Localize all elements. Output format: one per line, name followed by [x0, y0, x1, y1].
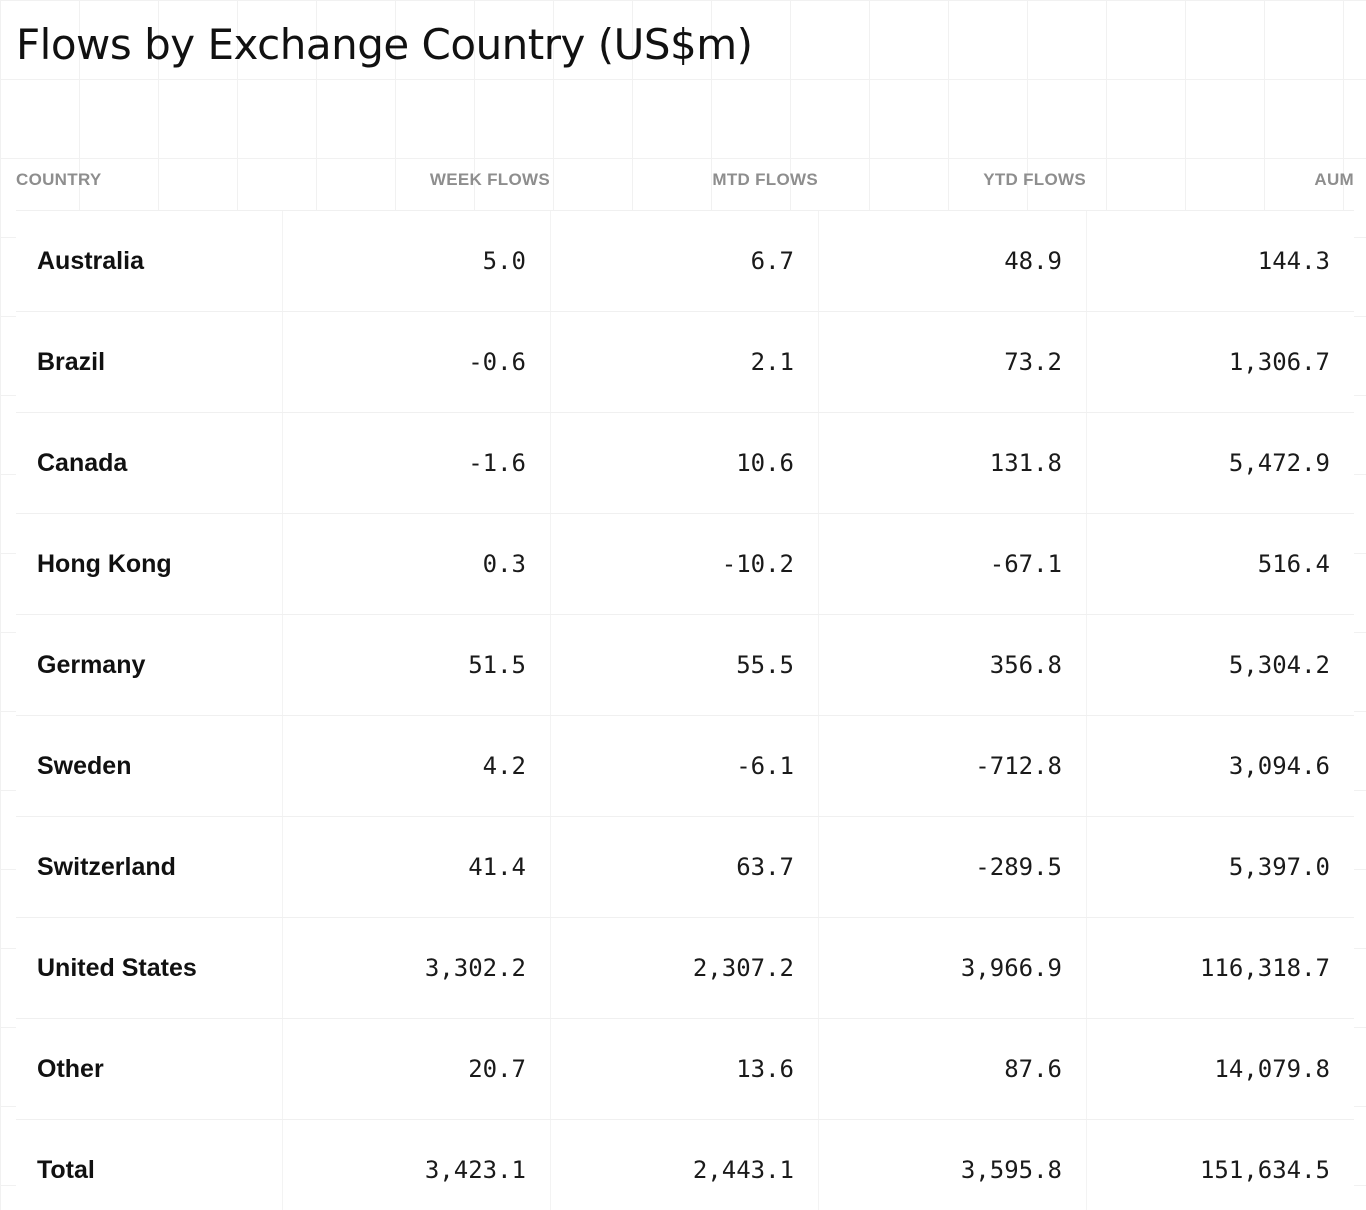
week-flows-cell: -0.6 — [282, 312, 550, 412]
week-flows-cell: 3,302.2 — [282, 918, 550, 1018]
week-flows-cell: 41.4 — [282, 817, 550, 917]
ytd-flows-cell: 48.9 — [818, 211, 1086, 311]
week-flows-cell: 51.5 — [282, 615, 550, 715]
column-header-mtd-flows: MTD FLOWS — [712, 170, 818, 189]
table-row: Other 20.7 13.6 87.6 14,079.8 — [16, 1018, 1354, 1119]
mtd-flows-cell: 2.1 — [550, 312, 818, 412]
country-cell: Total — [37, 1155, 95, 1184]
aum-cell: 5,397.0 — [1086, 817, 1354, 917]
ytd-flows-cell: 356.8 — [818, 615, 1086, 715]
week-flows-cell: 3,423.1 — [282, 1120, 550, 1210]
table-row: Germany 51.5 55.5 356.8 5,304.2 — [16, 614, 1354, 715]
country-cell: Hong Kong — [37, 549, 172, 578]
column-header-ytd-flows: YTD FLOWS — [983, 170, 1086, 189]
country-cell: United States — [37, 953, 197, 982]
mtd-flows-cell: -10.2 — [550, 514, 818, 614]
country-cell: Australia — [37, 246, 144, 275]
ytd-flows-cell: 73.2 — [818, 312, 1086, 412]
aum-cell: 151,634.5 — [1086, 1120, 1354, 1210]
mtd-flows-cell: 6.7 — [550, 211, 818, 311]
page-title: Flows by Exchange Country (US$m) — [16, 20, 753, 69]
table-row-total: Total 3,423.1 2,443.1 3,595.8 151,634.5 — [16, 1119, 1354, 1210]
aum-cell: 5,472.9 — [1086, 413, 1354, 513]
ytd-flows-cell: 131.8 — [818, 413, 1086, 513]
ytd-flows-cell: 3,595.8 — [818, 1120, 1086, 1210]
week-flows-cell: 0.3 — [282, 514, 550, 614]
column-header-week-flows: WEEK FLOWS — [429, 170, 550, 189]
mtd-flows-cell: 2,307.2 — [550, 918, 818, 1018]
country-cell: Canada — [37, 448, 128, 477]
country-cell: Sweden — [37, 751, 132, 780]
table-row: Switzerland 41.4 63.7 -289.5 5,397.0 — [16, 816, 1354, 917]
country-cell: Brazil — [37, 347, 106, 376]
table-row: Hong Kong 0.3 -10.2 -67.1 516.4 — [16, 513, 1354, 614]
table-header: COUNTRY WEEK FLOWS MTD FLOWS YTD FLOWS A… — [16, 150, 1354, 210]
table-row: Australia 5.0 6.7 48.9 144.3 — [16, 210, 1354, 311]
aum-cell: 1,306.7 — [1086, 312, 1354, 412]
ytd-flows-cell: 3,966.9 — [818, 918, 1086, 1018]
mtd-flows-cell: 2,443.1 — [550, 1120, 818, 1210]
aum-cell: 5,304.2 — [1086, 615, 1354, 715]
column-header-aum: AUM — [1314, 170, 1354, 189]
table-body: Australia 5.0 6.7 48.9 144.3 Brazil -0.6… — [16, 210, 1354, 1210]
aum-cell: 14,079.8 — [1086, 1019, 1354, 1119]
aum-cell: 116,318.7 — [1086, 918, 1354, 1018]
mtd-flows-cell: 63.7 — [550, 817, 818, 917]
mtd-flows-cell: 10.6 — [550, 413, 818, 513]
table-row: Sweden 4.2 -6.1 -712.8 3,094.6 — [16, 715, 1354, 816]
week-flows-cell: 5.0 — [282, 211, 550, 311]
table-row: Brazil -0.6 2.1 73.2 1,306.7 — [16, 311, 1354, 412]
column-header-country: COUNTRY — [16, 170, 102, 189]
aum-cell: 516.4 — [1086, 514, 1354, 614]
mtd-flows-cell: 13.6 — [550, 1019, 818, 1119]
ytd-flows-cell: -712.8 — [818, 716, 1086, 816]
week-flows-cell: 4.2 — [282, 716, 550, 816]
table-row: United States 3,302.2 2,307.2 3,966.9 11… — [16, 917, 1354, 1018]
country-cell: Germany — [37, 650, 146, 679]
country-cell: Switzerland — [37, 852, 176, 881]
week-flows-cell: 20.7 — [282, 1019, 550, 1119]
mtd-flows-cell: -6.1 — [550, 716, 818, 816]
table-row: Canada -1.6 10.6 131.8 5,472.9 — [16, 412, 1354, 513]
ytd-flows-cell: -289.5 — [818, 817, 1086, 917]
week-flows-cell: -1.6 — [282, 413, 550, 513]
ytd-flows-cell: 87.6 — [818, 1019, 1086, 1119]
mtd-flows-cell: 55.5 — [550, 615, 818, 715]
aum-cell: 3,094.6 — [1086, 716, 1354, 816]
country-cell: Other — [37, 1054, 104, 1083]
ytd-flows-cell: -67.1 — [818, 514, 1086, 614]
aum-cell: 144.3 — [1086, 211, 1354, 311]
flows-table: COUNTRY WEEK FLOWS MTD FLOWS YTD FLOWS A… — [16, 150, 1354, 1210]
